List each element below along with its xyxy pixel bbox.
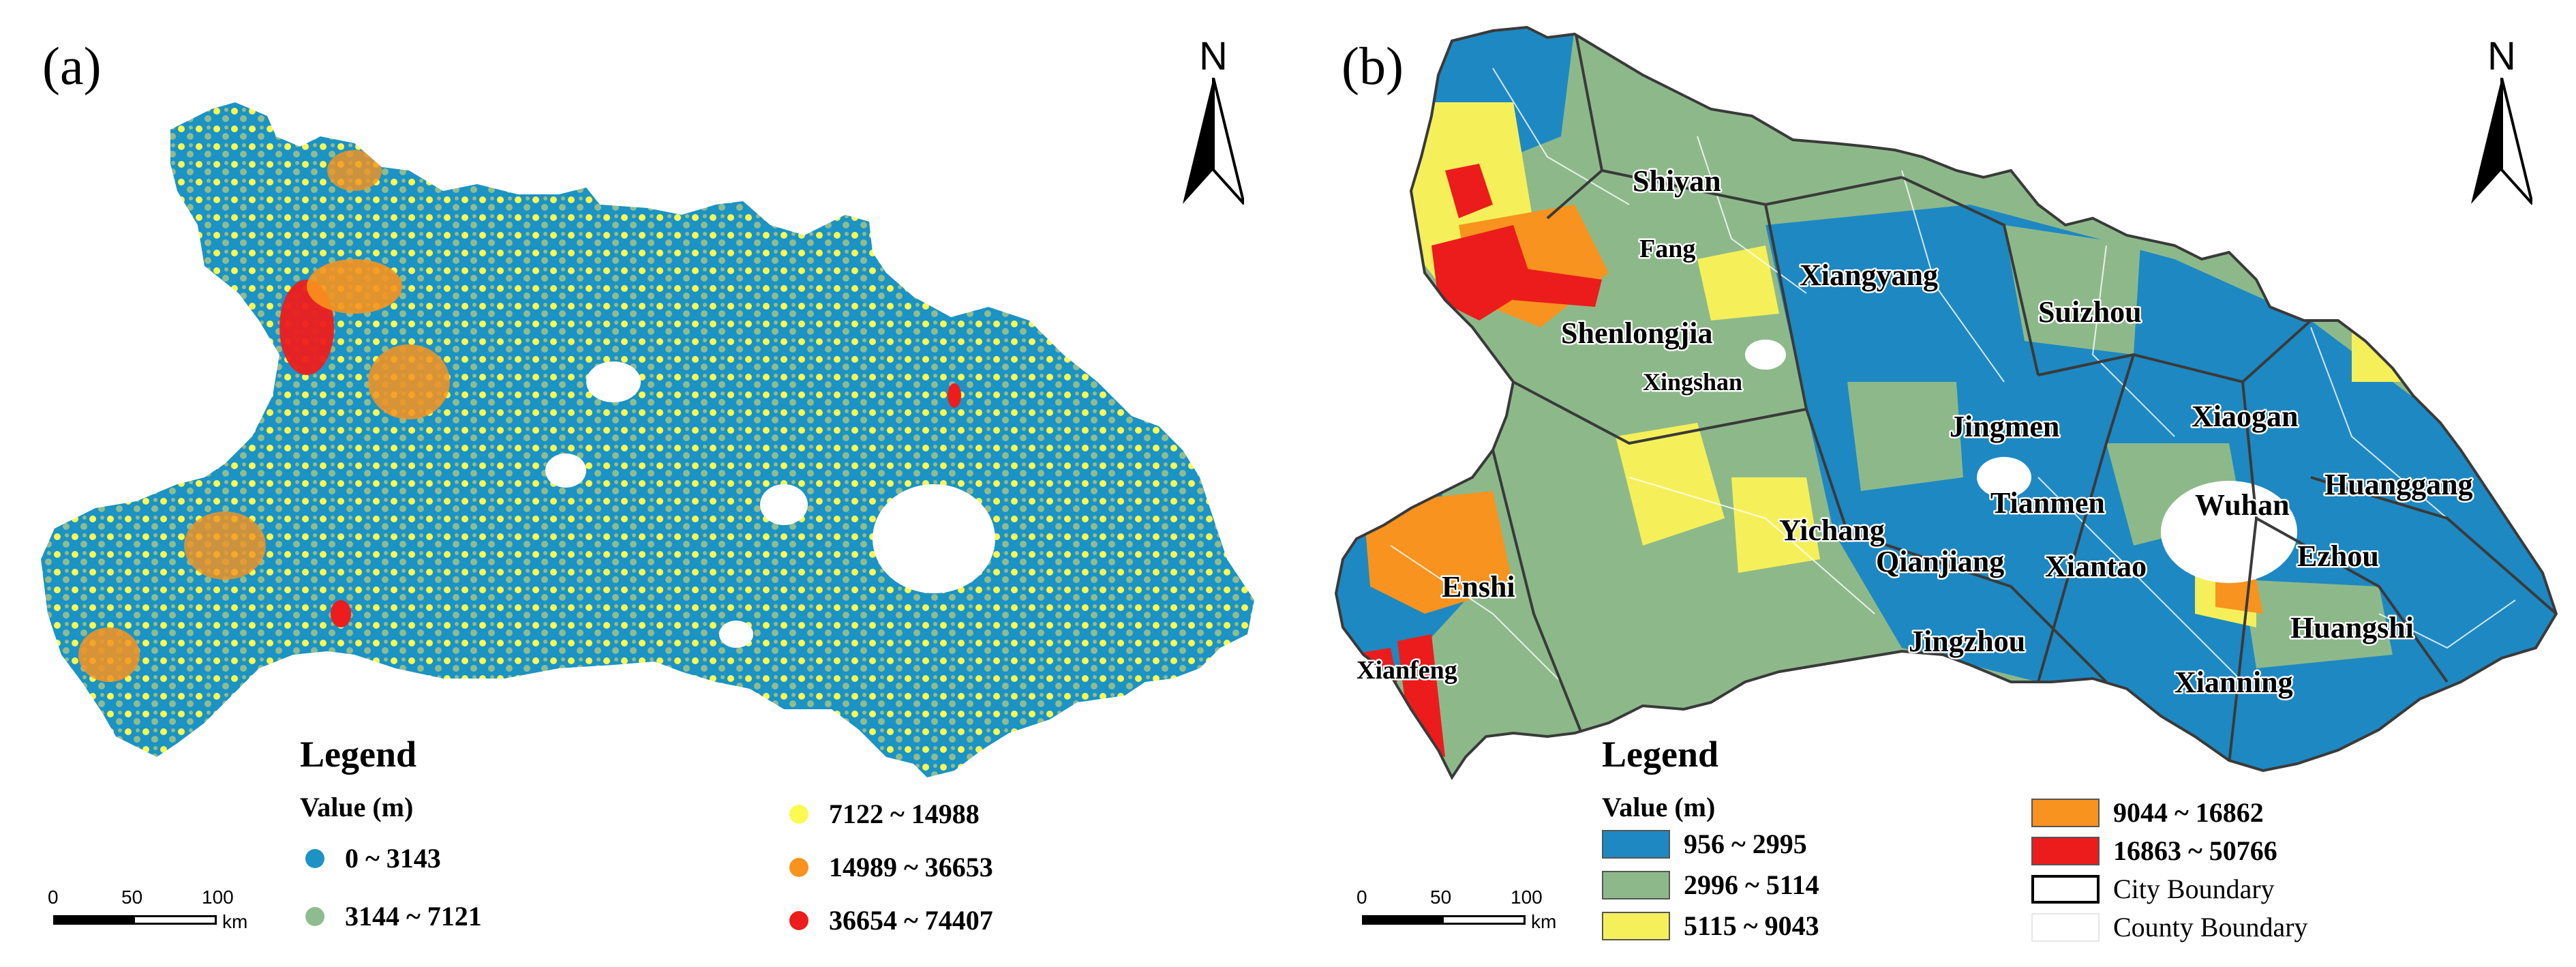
scale-bar-a: 0 50 100 km — [48, 887, 252, 941]
city-label-xiangyang: Xiangyang — [1800, 258, 1938, 292]
city-label-shenlongjia: Shenlongjia — [1561, 316, 1713, 350]
legend-title-a: Legend — [300, 734, 417, 775]
legend-label: 3144 ~ 7121 — [345, 901, 482, 932]
scale-tick: 0 — [1357, 887, 1367, 908]
legend-item-b-1: 956 ~ 2995 — [1602, 828, 1807, 860]
legend-label: 5115 ~ 9043 — [1684, 910, 1819, 941]
legend-subtitle-b: Value (m) — [1602, 792, 1716, 822]
scale-bar-graphic — [1362, 915, 1526, 925]
legend-item-b-3: 5115 ~ 9043 — [1602, 910, 1819, 942]
city-label-suizhou: Suizhou — [2038, 295, 2142, 329]
legend-swatch — [2031, 874, 2100, 904]
north-arrow-a: N — [1179, 35, 1247, 218]
legend-swatch — [305, 848, 324, 868]
legend-subtitle-a: Value (m) — [300, 792, 414, 822]
city-label-enshi: Enshi — [1442, 570, 1515, 604]
panel-a-label: (a) — [42, 36, 102, 95]
north-letter-a: N — [1199, 34, 1228, 78]
legend-label: 7122 ~ 14988 — [829, 799, 980, 829]
legend-item-b-2: 2996 ~ 5114 — [1602, 869, 1819, 901]
scale-bar-graphic — [53, 915, 217, 925]
legend-label: 36654 ~ 74407 — [829, 905, 993, 936]
scale-tick: 0 — [48, 887, 59, 908]
city-label-yichang: Yichang — [1779, 514, 1885, 547]
legend-label: 0 ~ 3143 — [345, 843, 441, 874]
scale-tick: 50 — [1430, 887, 1452, 908]
scale-tick: 50 — [121, 887, 143, 908]
legend-item-a-1: 0 ~ 3143 — [305, 842, 441, 874]
panel-b-map: Shiyan Fang Xiangyang Suizhou Shenlongji… — [1334, 25, 2558, 780]
city-label-shiyan: Shiyan — [1633, 164, 1721, 198]
legend-item-b-5: 16863 ~ 50766 — [2031, 835, 2277, 867]
legend-swatch — [789, 857, 808, 877]
north-letter-b: N — [2487, 34, 2516, 78]
legend-item-a-3: 7122 ~ 14988 — [789, 798, 980, 830]
legend-item-county-boundary: County Boundary — [2031, 911, 2308, 943]
panel-a: (a) — [41, 35, 1254, 941]
legend-label: City Boundary — [2113, 874, 2275, 904]
legend-swatch — [2031, 798, 2100, 827]
city-label-xianfeng: Xianfeng — [1357, 656, 1457, 685]
city-label-jingzhou: Jingzhou — [1909, 625, 2025, 658]
city-label-xiaogan: Xiaogan — [2192, 400, 2298, 433]
city-label-wuhan: Wuhan — [2195, 488, 2290, 522]
city-label-xianning: Xianning — [2175, 666, 2293, 699]
panel-b: (b) — [1288, 0, 2576, 967]
city-label-jingmen: Jingmen — [1950, 410, 2059, 443]
legend-swatch — [305, 906, 324, 926]
city-label-fang: Fang — [1639, 235, 1695, 263]
legend-item-b-4: 9044 ~ 16862 — [2031, 797, 2264, 829]
legend-item-city-boundary: City Boundary — [2031, 873, 2275, 905]
legend-title-b: Legend — [1602, 734, 1719, 775]
city-label-xiantao: Xiantao — [2045, 550, 2147, 583]
scale-bar-b: 0 50 100 km — [1357, 887, 1561, 941]
north-arrow-b: N — [2468, 35, 2536, 218]
north-arrow-icon — [2471, 77, 2534, 205]
legend-swatch — [789, 804, 808, 824]
scale-unit: km — [1531, 911, 1557, 932]
scale-tick: 100 — [1511, 887, 1543, 908]
legend-label: 2996 ~ 5114 — [1684, 869, 1819, 900]
city-label-xingshan: Xingshan — [1643, 368, 1742, 396]
city-label-huanggang: Huanggang — [2324, 468, 2473, 501]
legend-swatch — [789, 910, 808, 930]
legend-swatch — [2031, 836, 2100, 865]
legend-item-a-5: 36654 ~ 74407 — [789, 904, 993, 936]
legend-label: 16863 ~ 50766 — [2113, 835, 2277, 866]
legend-label: County Boundary — [2113, 912, 2308, 942]
scale-unit: km — [222, 911, 248, 932]
panel-a-map — [41, 102, 1254, 777]
city-label-ezhou: Ezhou — [2297, 539, 2379, 573]
legend-item-a-4: 14989 ~ 36653 — [789, 851, 993, 883]
north-arrow-icon — [1183, 77, 1245, 205]
legend-swatch — [1602, 829, 1670, 859]
scale-tick: 100 — [202, 887, 234, 908]
panel-b-label: (b) — [1342, 36, 1404, 95]
city-label-huangshi: Huangshi — [2290, 611, 2414, 644]
legend-swatch — [2031, 912, 2100, 942]
city-label-qianjiang: Qianjiang — [1876, 545, 2004, 578]
legend-label: 9044 ~ 16862 — [2113, 797, 2264, 828]
legend-item-a-2: 3144 ~ 7121 — [305, 900, 482, 932]
legend-label: 956 ~ 2995 — [1684, 829, 1807, 859]
legend-swatch — [1602, 911, 1670, 940]
city-label-tianmen: Tianmen — [1990, 486, 2105, 520]
legend-label: 14989 ~ 36653 — [829, 852, 993, 882]
legend-swatch — [1602, 870, 1670, 899]
